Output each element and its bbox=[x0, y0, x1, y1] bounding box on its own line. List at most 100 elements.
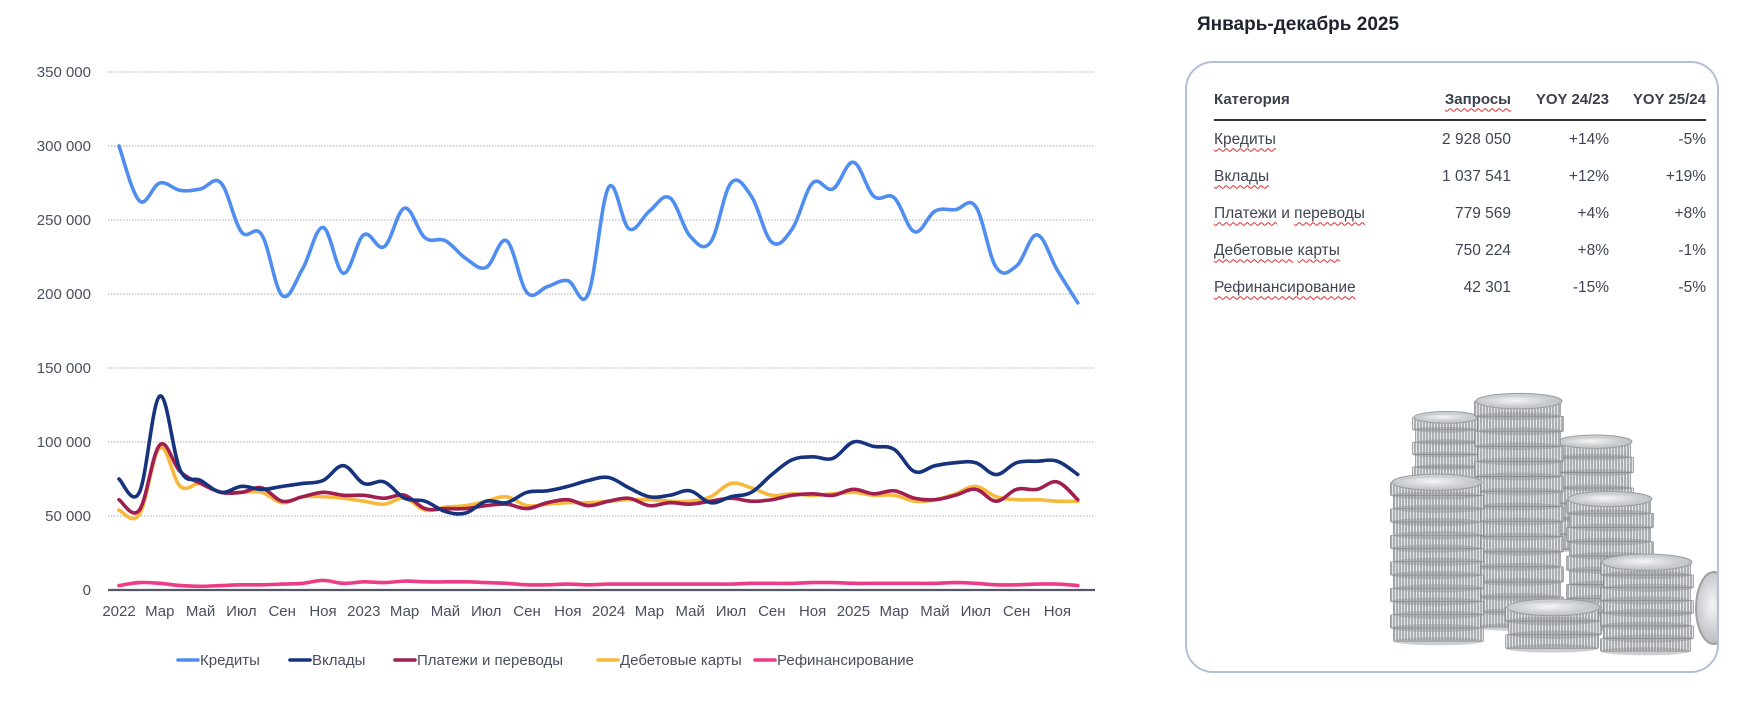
y-tick-label: 200 000 bbox=[37, 286, 91, 303]
series-line-refinancing bbox=[117, 578, 1080, 589]
coin-shadow bbox=[1474, 442, 1561, 451]
cell-yoy-24-23: +14% bbox=[1568, 130, 1609, 148]
coin-shadow bbox=[1505, 644, 1599, 653]
coin-shadow bbox=[1390, 597, 1481, 606]
cell-requests: 1 037 541 bbox=[1442, 167, 1511, 185]
legend-item-deposits: Вклады bbox=[288, 652, 365, 669]
category-word: переводы bbox=[1294, 204, 1365, 222]
coin-shadow bbox=[1390, 623, 1481, 633]
y-axis-ticks: 0 50 000 100 000 150 000 200 000 250 000 300 0… bbox=[37, 64, 91, 599]
x-tick-label: Май bbox=[920, 603, 949, 620]
coin-shadow bbox=[1393, 637, 1484, 646]
coin-shadow bbox=[1603, 583, 1694, 592]
cell-yoy-25-24: +19% bbox=[1665, 167, 1706, 185]
category-word: карты bbox=[1297, 241, 1340, 259]
coin-shadow bbox=[1393, 584, 1484, 593]
coin-shadow bbox=[1393, 504, 1484, 513]
coin-stack bbox=[1474, 392, 1564, 631]
cell-category: Вклады bbox=[1214, 158, 1414, 195]
coins-image bbox=[1390, 392, 1717, 656]
coin-shadow bbox=[1600, 621, 1691, 630]
x-tick-label: Май bbox=[431, 603, 460, 620]
table-row: Кредиты 2 928 050 +14% -5% bbox=[1214, 120, 1706, 158]
coin-stack bbox=[1505, 598, 1602, 653]
cell-category: Платежи и переводы bbox=[1214, 195, 1414, 232]
summary-table: Категория Запросы YOY 24/23 YOY 25/24 Кр… bbox=[1214, 79, 1706, 306]
coin-shadow bbox=[1477, 457, 1564, 466]
y-tick-label: 350 000 bbox=[37, 64, 91, 81]
coin-shadow bbox=[1390, 570, 1481, 580]
coin-stack bbox=[1390, 473, 1484, 646]
legend-item-debit-cards: Дебетовые карты bbox=[596, 652, 742, 669]
header-category: Категория bbox=[1214, 90, 1290, 108]
table-row: Платежи и переводы 779 569 +4% +8% bbox=[1214, 195, 1706, 232]
coin-shadow bbox=[1477, 547, 1564, 556]
coin-shadow bbox=[1556, 453, 1631, 461]
coin-shadow bbox=[1508, 630, 1602, 639]
coin-stack bbox=[1412, 410, 1481, 483]
summary-panel: Категория Запросы YOY 24/23 YOY 25/24 Кр… bbox=[1185, 61, 1719, 673]
coin-rim bbox=[1480, 395, 1558, 408]
y-tick-label: 150 000 bbox=[37, 360, 91, 377]
coin-shadow bbox=[1477, 578, 1564, 586]
cell-yoy-25-24: -1% bbox=[1678, 241, 1706, 259]
coin-shadow bbox=[1505, 616, 1599, 626]
cell-yoy-24-23: +12% bbox=[1568, 167, 1609, 185]
coin-shadow bbox=[1569, 523, 1654, 532]
coin-stacks bbox=[1390, 392, 1717, 656]
series-line-credits bbox=[117, 144, 1080, 305]
coin-shadow bbox=[1474, 502, 1561, 511]
cell-yoy-24-23: -15% bbox=[1572, 278, 1609, 296]
y-tick-label: 100 000 bbox=[37, 434, 91, 451]
cell-yoy-24-23: +8% bbox=[1577, 241, 1609, 259]
table-row: Дебетовые карты 750 224 +8% -1% bbox=[1214, 232, 1706, 269]
coin-rim bbox=[1572, 493, 1648, 505]
cell-category: Рефинансирование bbox=[1214, 269, 1414, 306]
x-tick-label: 2022 bbox=[102, 603, 135, 620]
coin-shadow bbox=[1559, 469, 1634, 476]
x-tick-label: Ноя bbox=[799, 603, 826, 620]
category-word: Кредиты bbox=[1214, 130, 1276, 148]
table-row: Рефинансирование 42 301 -15% -5% bbox=[1214, 269, 1706, 306]
coin-shadow bbox=[1566, 509, 1651, 518]
x-tick-label: 2024 bbox=[592, 603, 625, 620]
category-word: и bbox=[1281, 204, 1290, 222]
x-tick-label: Ноя bbox=[554, 603, 581, 620]
x-tick-label: Июл bbox=[716, 603, 746, 620]
coin-shadow bbox=[1474, 412, 1561, 421]
coin-shadow bbox=[1474, 562, 1561, 571]
x-tick-label: Мар bbox=[880, 603, 909, 620]
header-requests: Запросы bbox=[1414, 79, 1511, 120]
series-line-payments bbox=[117, 442, 1080, 515]
header-yoy-25-24: YOY 25/24 bbox=[1632, 90, 1706, 108]
series-line-debit-cards bbox=[117, 446, 1080, 521]
series-lines bbox=[117, 144, 1080, 589]
coin-shadow bbox=[1415, 464, 1481, 470]
y-tick-label: 0 bbox=[83, 582, 91, 599]
coin-shadow bbox=[1600, 596, 1691, 605]
coin-shadow bbox=[1603, 609, 1694, 618]
coin-shadow bbox=[1393, 531, 1484, 540]
coin-shadow bbox=[1390, 491, 1481, 500]
x-tick-label: Мар bbox=[390, 603, 419, 620]
coin-shadow bbox=[1412, 451, 1478, 458]
header-yoy-24-23: YOY 24/23 bbox=[1535, 90, 1609, 108]
x-tick-label: Июл bbox=[471, 603, 501, 620]
y-tick-label: 250 000 bbox=[37, 212, 91, 229]
coin-shadow bbox=[1477, 517, 1564, 526]
coin-shadow bbox=[1390, 544, 1481, 553]
cell-requests: 779 569 bbox=[1454, 204, 1511, 222]
coin-stack bbox=[1600, 553, 1694, 656]
cell-category: Дебетовые карты bbox=[1214, 232, 1414, 269]
cell-yoy-25-24: -5% bbox=[1678, 130, 1706, 148]
coin-shadow bbox=[1477, 487, 1564, 496]
x-tick-label: Май bbox=[676, 603, 705, 620]
x-tick-label: Сен bbox=[1003, 603, 1030, 620]
category-word: Дебетовые bbox=[1214, 241, 1294, 259]
coin-shadow bbox=[1600, 570, 1691, 580]
x-tick-label: Ноя bbox=[1044, 603, 1071, 620]
coin-shadow bbox=[1393, 610, 1484, 619]
coin-shadow bbox=[1600, 647, 1691, 656]
cell-requests: 42 301 bbox=[1463, 278, 1511, 296]
coin-rim bbox=[1606, 555, 1688, 569]
